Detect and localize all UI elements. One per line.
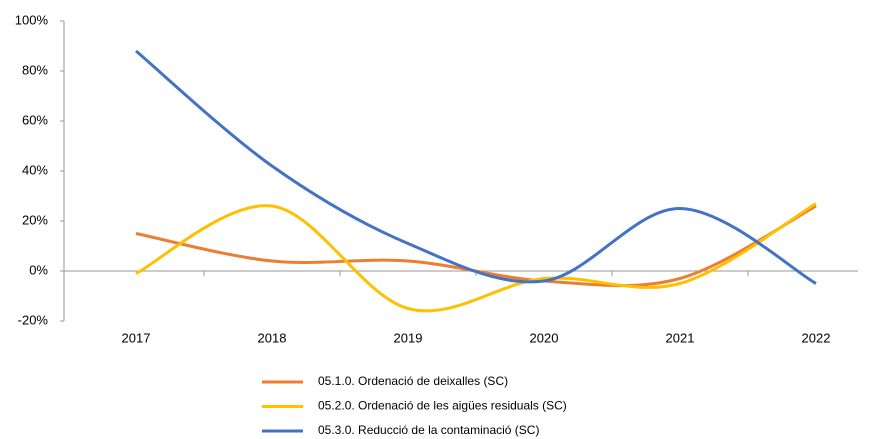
series-line	[135, 49, 817, 285]
x-tick-label: 2017	[122, 330, 151, 345]
legend-label: 05.2.0. Ordenació de les aigües residual…	[318, 399, 567, 413]
x-tick-label: 2022	[802, 330, 831, 345]
y-tick-label: -20%	[18, 312, 49, 327]
x-tick-label: 2018	[258, 330, 287, 345]
x-tick-label: 2019	[394, 330, 423, 345]
legend-label: 05.1.0. Ordenació de deixalles (SC)	[318, 374, 508, 388]
y-tick-label: 0%	[29, 262, 48, 277]
y-tick-label: 100%	[15, 12, 49, 27]
x-tick-label: 2020	[530, 330, 559, 345]
legend-label: 05.3.0. Reducció de la contaminació (SC)	[318, 423, 539, 437]
x-tick-label: 2021	[666, 330, 695, 345]
y-tick-label: 80%	[22, 62, 48, 77]
y-tick-label: 60%	[22, 112, 48, 127]
series-line	[135, 202, 817, 313]
y-tick-label: 40%	[22, 162, 48, 177]
y-tick-label: 20%	[22, 212, 48, 227]
